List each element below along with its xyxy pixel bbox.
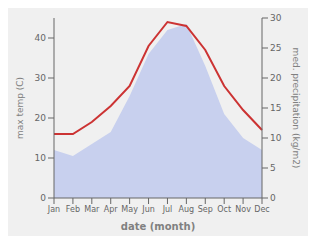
svg-text:Jul: Jul (162, 205, 173, 214)
svg-text:Nov: Nov (235, 205, 251, 214)
svg-text:date (month): date (month) (121, 221, 195, 232)
svg-text:May: May (121, 205, 138, 214)
svg-text:Dec: Dec (254, 205, 269, 214)
svg-text:30: 30 (270, 13, 282, 23)
svg-text:Oct: Oct (217, 205, 231, 214)
svg-text:15: 15 (270, 103, 281, 113)
svg-text:Jan: Jan (47, 205, 60, 214)
svg-text:0: 0 (270, 193, 276, 203)
svg-text:20: 20 (270, 73, 282, 83)
svg-text:30: 30 (35, 73, 47, 83)
svg-text:40: 40 (35, 33, 47, 43)
svg-text:Mar: Mar (84, 205, 100, 214)
svg-text:Jun: Jun (141, 205, 155, 214)
svg-text:10: 10 (270, 133, 282, 143)
svg-text:0: 0 (40, 193, 46, 203)
svg-text:20: 20 (35, 113, 47, 123)
svg-text:max temp (C): max temp (C) (15, 77, 25, 139)
svg-text:10: 10 (35, 153, 47, 163)
svg-text:Apr: Apr (104, 205, 119, 214)
svg-text:med. precipitation (kg/m2): med. precipitation (kg/m2) (291, 48, 301, 169)
svg-text:5: 5 (270, 163, 276, 173)
svg-text:Sep: Sep (198, 205, 213, 214)
svg-text:25: 25 (270, 43, 281, 53)
svg-text:Feb: Feb (66, 205, 80, 214)
svg-text:Aug: Aug (179, 205, 195, 214)
